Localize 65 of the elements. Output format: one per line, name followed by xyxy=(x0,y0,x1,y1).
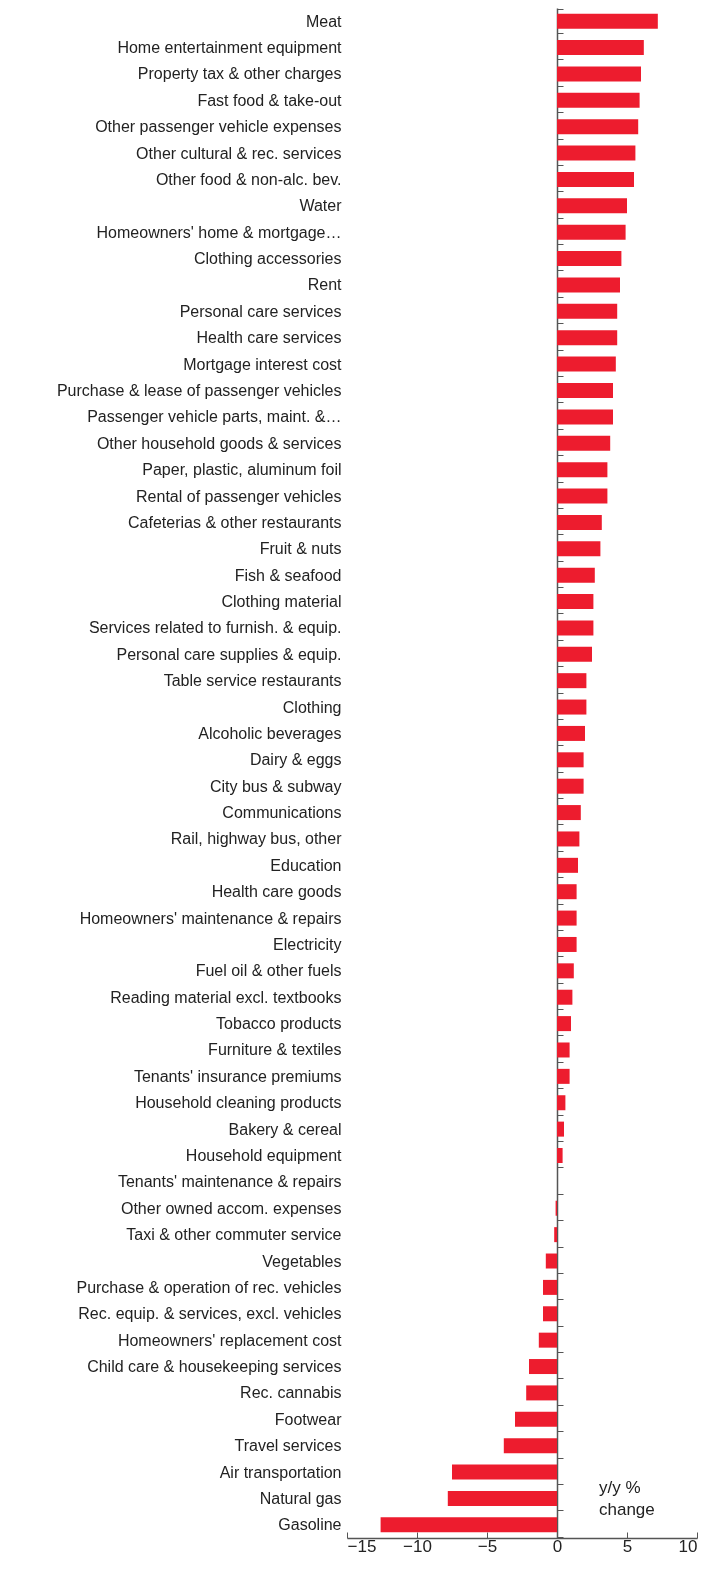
y-tick-label: Cafeterias & other restaurants xyxy=(128,513,342,531)
y-tick-label: Bakery & cereal xyxy=(228,1120,342,1138)
y-tick-label: Tobacco products xyxy=(216,1015,342,1033)
y-tick-label: Paper, plastic, aluminum foil xyxy=(142,461,342,479)
x-tick-label: −10 xyxy=(403,1536,432,1556)
y-tick-label: Fruit & nuts xyxy=(259,540,342,558)
y-tick-label: Child care & housekeeping services xyxy=(87,1358,342,1376)
annotation: y/y % change xyxy=(599,1478,655,1519)
y-tick-label: Fish & seafood xyxy=(234,566,342,584)
y-tick-label: Vegetables xyxy=(262,1252,342,1270)
x-tick-label: −5 xyxy=(477,1536,498,1556)
y-tick-label: Mortgage interest cost xyxy=(183,355,343,373)
y-tick-label: Table service restaurants xyxy=(163,672,342,690)
y-tick-label: Electricity xyxy=(273,935,342,953)
y-tick-label: Alcoholic beverages xyxy=(198,724,342,742)
y-tick-label: Other household goods & services xyxy=(96,434,342,452)
y-tick-label: Meat xyxy=(305,12,343,30)
y-tick-label: Rent xyxy=(307,276,343,294)
y-tick-label: Fuel oil & other fuels xyxy=(195,962,342,980)
y-tick-label: Rental of passenger vehicles xyxy=(136,487,342,505)
y-tick-label: Clothing accessories xyxy=(193,250,342,268)
y-tick-label: Gasoline xyxy=(278,1516,342,1534)
y-tick-label: Footwear xyxy=(274,1410,343,1428)
x-tick-label: 5 xyxy=(622,1536,633,1556)
y-tick-label: Water xyxy=(299,197,343,215)
y-tick-label: Clothing material xyxy=(221,593,342,611)
y-tick-label: Fast food & take-out xyxy=(197,91,343,109)
y-tick-label: Homeowners' maintenance & repairs xyxy=(79,909,342,927)
y-tick-label: Household equipment xyxy=(185,1147,343,1164)
y-tick-label: Tenants' maintenance & repairs xyxy=(117,1173,342,1191)
y-tick-label: Rail, highway bus, other xyxy=(170,830,343,848)
y-tick-label: Purchase & lease of passenger vehicles xyxy=(56,382,342,399)
y-tick-label: Property tax & other charges xyxy=(137,65,342,83)
x-tick-label: 10 xyxy=(678,1536,698,1556)
y-tick-label: Education xyxy=(270,856,342,874)
y-tick-label: Other passenger vehicle expenses xyxy=(95,118,342,136)
y-tick-label: Homeowners' replacement cost xyxy=(117,1331,343,1349)
y-tick-label: Services related to furnish. & equip. xyxy=(88,619,342,637)
y-tick-label: Other cultural & rec. services xyxy=(136,144,342,162)
y-tick-label: Other owned accom. expenses xyxy=(120,1199,342,1217)
y-tick-label: Furniture & textiles xyxy=(208,1041,342,1059)
y-tick-label: City bus & subway xyxy=(209,777,342,795)
y-tick-label: Taxi & other commuter service xyxy=(126,1226,342,1244)
y-tick-label: Communications xyxy=(222,804,342,822)
y-tick-label: Natural gas xyxy=(259,1489,342,1507)
y-tick-label: Household cleaning products xyxy=(135,1094,342,1112)
y-tick-label: Homeowners' home & mortgage… xyxy=(96,223,342,241)
y-tick-label: Personal care supplies & equip. xyxy=(116,645,342,663)
x-tick-label: 0 xyxy=(552,1536,563,1556)
y-tick-label: Reading material excl. textbooks xyxy=(110,988,342,1006)
y-tick-label: Rec. cannabis xyxy=(240,1384,342,1402)
y-tick-label: Air transportation xyxy=(219,1463,342,1481)
y-tick-label: Rec. equip. & services, excl. vehicles xyxy=(78,1305,342,1323)
y-tick-label: Home entertainment equipment xyxy=(117,39,343,57)
y-tick-label: Clothing xyxy=(282,698,342,716)
x-tick-label: −15 xyxy=(347,1536,377,1556)
y-tick-label: Health care goods xyxy=(211,883,342,901)
y-tick-label: Tenants' insurance premiums xyxy=(133,1067,342,1085)
y-tick-label: Travel services xyxy=(234,1437,342,1455)
y-tick-label: Passenger vehicle parts, maint. &… xyxy=(87,408,342,426)
y-tick-label: Purchase & operation of rec. vehicles xyxy=(76,1278,342,1296)
y-tick-label: Other food & non-alc. bev. xyxy=(155,170,342,188)
y-tick-label: Personal care services xyxy=(179,302,342,320)
y-tick-label: Dairy & eggs xyxy=(249,751,342,769)
y-tick-label: Health care services xyxy=(196,329,342,347)
